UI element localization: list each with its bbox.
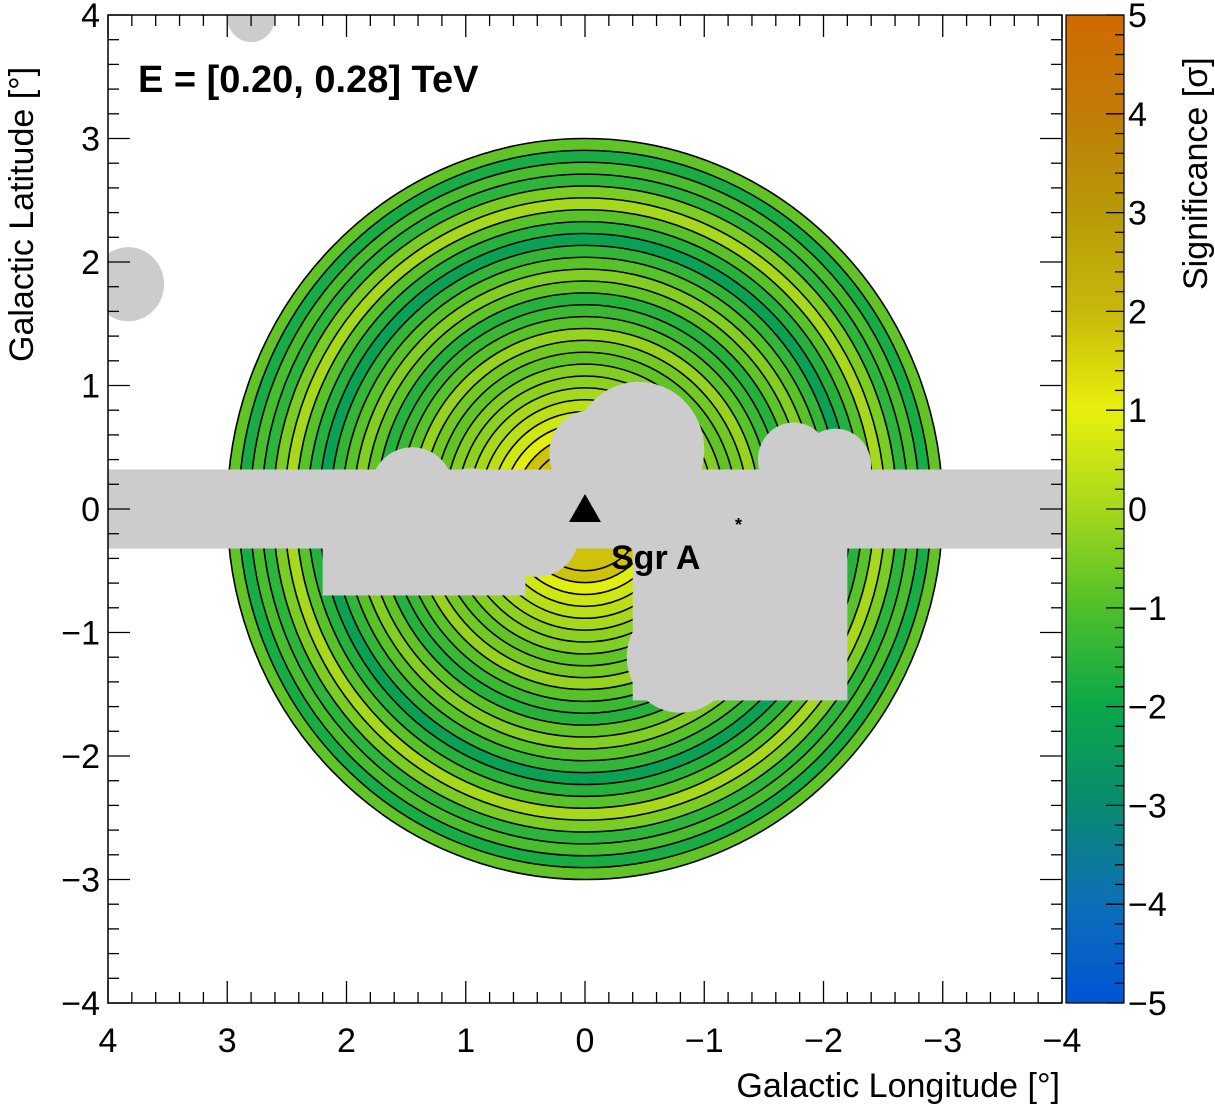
source-name: Sgr A [611,539,700,577]
x-tick-label: 0 [576,1022,595,1060]
masked-region [108,247,165,322]
axis-tick-labels: 4 3 2 1 0 −1 −2 −3 −4 −4 −3 −2 −1 0 1 2 3 4 [61,0,1081,1060]
x-tick-label: 2 [337,1022,356,1060]
y-tick-label: 0 [81,491,100,529]
y-tick-label: −4 [61,985,100,1023]
x-tick-label: −1 [685,1022,724,1060]
y-tick-label: 3 [81,121,100,159]
colorbar-tick-label: −1 [1128,590,1167,628]
masked-region [227,15,275,43]
y-tick-label: −3 [61,862,100,900]
axis-ticks [107,14,1063,1004]
x-tick-label: −3 [923,1022,962,1060]
colorbar-tick-label: −4 [1128,886,1167,924]
colorbar-tick-label: −3 [1128,787,1167,825]
y-tick-label: 1 [81,368,100,406]
colorbar-tick-label: 5 [1128,0,1147,35]
x-axis-title: Galactic Longitude [°] [736,1067,1060,1105]
sgr-a-triangle-marker [569,494,601,522]
source-label-superscript: * [735,515,742,535]
masked-region [370,447,454,534]
x-tick-label: −2 [804,1022,843,1060]
colorbar-tick-labels: −5 −4 −3 −2 −1 0 1 2 3 4 5 [1128,0,1167,1023]
colorbar-ticks [1065,14,1125,1004]
colorbar-tick-label: 0 [1128,491,1147,529]
colorbar-frame [1065,14,1125,1004]
masked-exclusion-regions [108,15,1062,713]
y-tick-label: 2 [81,244,100,282]
x-tick-label: −4 [1043,1022,1082,1060]
colorbar-title: Significance [σ] [1177,57,1215,290]
masked-region [626,601,735,713]
source-label: Sgr A [611,539,700,577]
y-tick-label: 4 [81,0,100,35]
masked-region [549,410,633,497]
colorbar-tick-label: 4 [1128,96,1147,134]
colorbar-tick-label: 1 [1128,392,1147,430]
colorbar-tick-label: −2 [1128,689,1167,727]
x-tick-label: 3 [218,1022,237,1060]
y-tick-label: −2 [61,738,100,776]
x-tick-label: 4 [99,1022,118,1060]
masked-region [799,428,872,503]
masked-region [495,490,580,577]
colorbar-tick-label: 3 [1128,195,1147,233]
colorbar-tick-label: −5 [1128,985,1167,1023]
energy-range-annotation: E = [0.20, 0.28] TeV [138,59,479,101]
masked-region [710,570,830,695]
y-tick-label: −1 [61,615,100,653]
x-tick-label: 1 [456,1022,475,1060]
colorbar-tick-label: 2 [1128,293,1147,331]
y-axis-title: Galactic Latitude [°] [3,67,41,362]
